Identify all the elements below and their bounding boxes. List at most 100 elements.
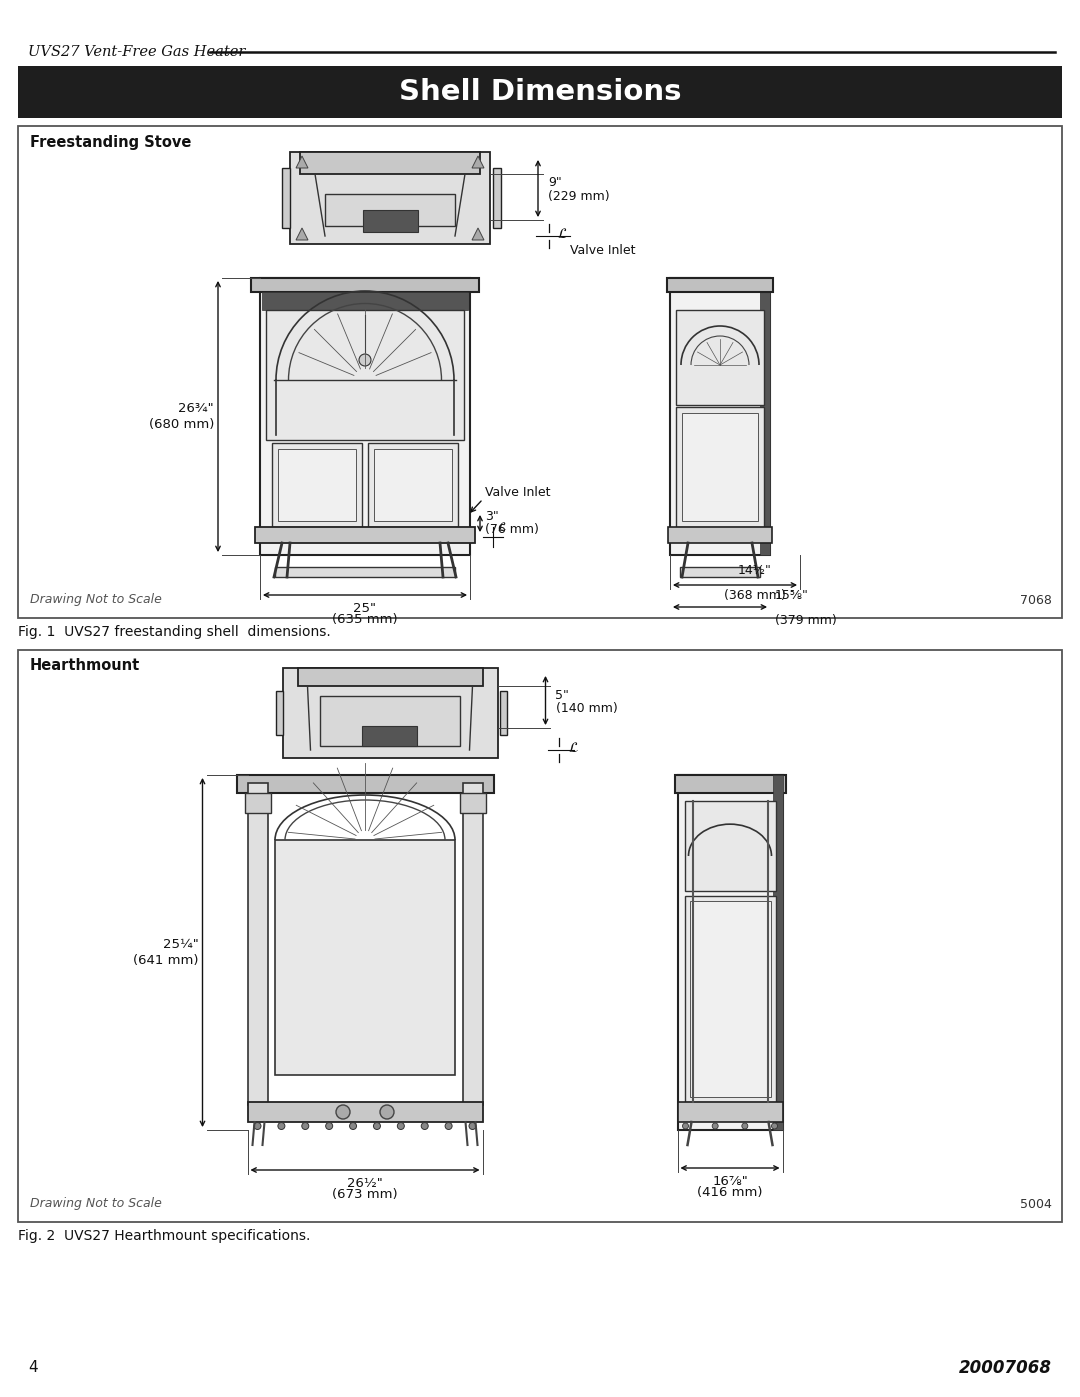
Bar	[363, 210, 418, 232]
Bar	[18, 126, 1062, 617]
Text: Valve Inlet: Valve Inlet	[570, 243, 635, 257]
Text: 3": 3"	[485, 510, 499, 524]
Bar	[492, 168, 501, 228]
Bar	[244, 793, 270, 813]
Circle shape	[445, 1123, 453, 1130]
Text: (140 mm): (140 mm)	[555, 703, 618, 715]
Circle shape	[359, 353, 372, 366]
Text: 14½": 14½"	[738, 564, 772, 577]
Text: (416 mm): (416 mm)	[698, 1186, 762, 1199]
Text: Drawing Not to Scale: Drawing Not to Scale	[30, 594, 162, 606]
Text: $\mathcal{L}$: $\mathcal{L}$	[557, 226, 568, 242]
Bar	[772, 775, 783, 1130]
Text: Shell Dimensions: Shell Dimensions	[399, 78, 681, 106]
Bar	[237, 775, 494, 793]
Text: Fig. 1  UVS27 freestanding shell  dimensions.: Fig. 1 UVS27 freestanding shell dimensio…	[18, 624, 330, 638]
Bar	[685, 895, 775, 1102]
Text: Fig. 2  UVS27 Hearthmount specifications.: Fig. 2 UVS27 Hearthmount specifications.	[18, 1229, 310, 1243]
Text: 5004: 5004	[1021, 1197, 1052, 1210]
Bar	[275, 692, 283, 735]
Circle shape	[254, 1123, 261, 1130]
Bar	[275, 840, 455, 1076]
Bar	[18, 650, 1062, 1222]
Bar	[320, 696, 460, 746]
Bar	[18, 66, 1062, 117]
Circle shape	[336, 1105, 350, 1119]
Text: 16⅞": 16⅞"	[712, 1175, 747, 1187]
Bar	[680, 567, 760, 577]
Circle shape	[380, 1105, 394, 1119]
Bar	[459, 793, 486, 813]
Circle shape	[742, 1123, 747, 1129]
Bar	[251, 278, 480, 292]
Text: (229 mm): (229 mm)	[548, 190, 609, 203]
Text: (673 mm): (673 mm)	[333, 1187, 397, 1201]
Circle shape	[326, 1123, 333, 1130]
Bar	[247, 1102, 483, 1122]
Text: Drawing Not to Scale: Drawing Not to Scale	[30, 1197, 162, 1210]
Text: 26¾": 26¾"	[178, 402, 214, 415]
Text: (635 mm): (635 mm)	[333, 613, 397, 626]
Text: (641 mm): (641 mm)	[133, 954, 199, 967]
Bar	[266, 310, 464, 440]
Text: (368 mm): (368 mm)	[724, 590, 786, 602]
Circle shape	[374, 1123, 380, 1130]
Text: 26½": 26½"	[347, 1178, 383, 1190]
Bar	[275, 567, 455, 577]
Text: 4: 4	[28, 1361, 38, 1376]
Bar	[278, 448, 356, 521]
Bar	[760, 278, 770, 555]
Text: $\mathcal{L}$: $\mathcal{L}$	[567, 740, 579, 754]
Bar	[689, 901, 770, 1097]
Bar	[462, 782, 483, 1105]
Bar	[362, 726, 417, 746]
Bar	[282, 168, 291, 228]
Bar	[677, 1102, 783, 1122]
Bar	[262, 292, 468, 310]
Circle shape	[683, 1123, 689, 1129]
Polygon shape	[296, 228, 308, 240]
Text: (680 mm): (680 mm)	[149, 418, 214, 432]
Bar	[368, 443, 458, 527]
Bar	[669, 527, 772, 543]
Circle shape	[771, 1123, 778, 1129]
Bar	[255, 527, 475, 543]
Text: Freestanding Stove: Freestanding Stove	[30, 134, 191, 149]
Bar	[675, 775, 785, 793]
Text: 9": 9"	[548, 176, 562, 189]
Circle shape	[350, 1123, 356, 1130]
Bar	[260, 278, 470, 555]
Bar	[297, 668, 483, 686]
Text: (76 mm): (76 mm)	[485, 522, 539, 535]
Polygon shape	[472, 156, 484, 168]
Bar	[681, 414, 758, 521]
Text: UVS27 Vent-Free Gas Heater: UVS27 Vent-Free Gas Heater	[28, 45, 245, 59]
Text: (379 mm): (379 mm)	[775, 615, 837, 627]
Circle shape	[421, 1123, 429, 1130]
Bar	[325, 194, 455, 226]
Text: 15⅝": 15⅝"	[775, 590, 809, 602]
Bar	[670, 278, 770, 555]
Circle shape	[397, 1123, 404, 1130]
Bar	[676, 407, 764, 527]
Circle shape	[469, 1123, 476, 1130]
Bar	[676, 310, 764, 405]
Bar	[300, 152, 480, 175]
Bar	[283, 668, 498, 759]
Text: 7068: 7068	[1021, 594, 1052, 606]
Text: 5": 5"	[555, 689, 569, 703]
Bar	[677, 775, 783, 1130]
Bar	[374, 448, 453, 521]
Text: Valve Inlet: Valve Inlet	[485, 486, 551, 500]
Circle shape	[712, 1123, 718, 1129]
Bar	[272, 443, 362, 527]
Bar	[499, 692, 507, 735]
Bar	[685, 800, 775, 891]
Text: 20007068: 20007068	[959, 1359, 1052, 1377]
Circle shape	[301, 1123, 309, 1130]
Text: 25¼": 25¼"	[163, 937, 199, 951]
Text: 25": 25"	[353, 602, 377, 615]
Bar	[291, 152, 490, 244]
Text: Hearthmount: Hearthmount	[30, 658, 140, 673]
Polygon shape	[296, 156, 308, 168]
